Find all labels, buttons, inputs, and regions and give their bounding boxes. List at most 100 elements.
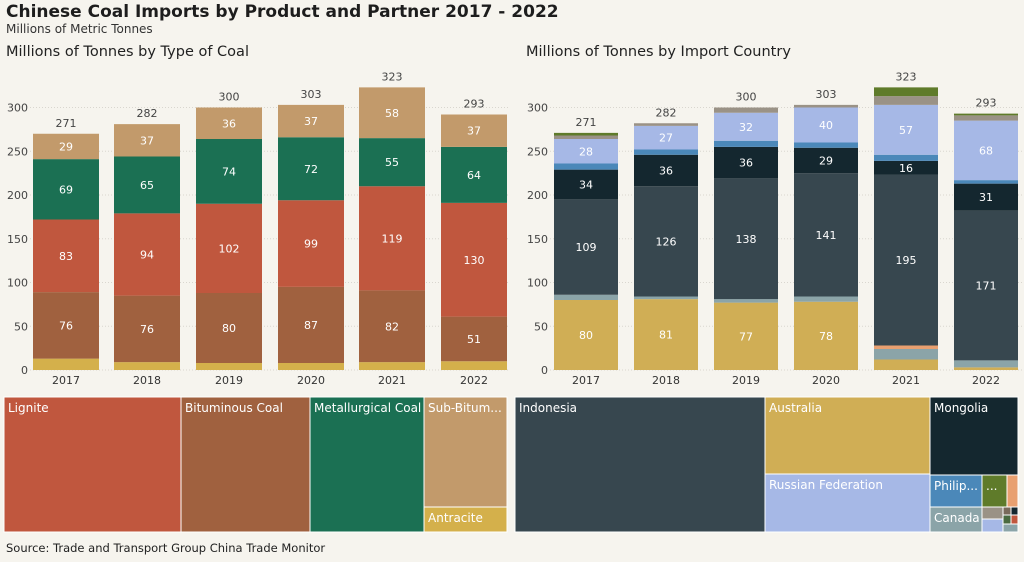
treemap-small-tile[interactable] [981,518,1004,533]
bar-segment-australia[interactable] [554,300,618,370]
bar-segment-mongolia[interactable] [634,154,698,187]
right-chart-title: Millions of Tonnes by Import Country [526,44,791,60]
bar-segment-antracite[interactable] [278,363,344,370]
bar-segment-metallurgical-coal[interactable] [196,139,262,204]
bar-segment-antracite[interactable] [196,363,262,370]
bar-segment-lignite[interactable] [114,213,180,296]
treemap-tile-philippines[interactable] [929,474,983,508]
bar-segment-lignite[interactable] [278,200,344,287]
bar-segment-other[interactable] [954,115,1018,121]
bar-segment-bituminous-coal[interactable] [33,292,99,359]
treemap-small-tile[interactable] [1002,523,1019,533]
bar-segment-indonesia[interactable] [714,178,778,300]
bar-segment-bituminous-coal[interactable] [196,293,262,363]
bar-segment-sub-bituminous[interactable] [278,104,344,138]
bar-segment-other[interactable] [874,345,938,350]
bar-segment-canada[interactable] [714,299,778,303]
left-chart-title: Millions of Tonnes by Type of Coal [6,44,249,60]
bar-segment-other[interactable] [554,135,618,140]
bar-segment-mongolia[interactable] [874,160,938,175]
bar-segment-sub-bituminous[interactable] [196,107,262,140]
y-tick-label: 200 [527,189,548,202]
bar-segment-antracite[interactable] [441,361,507,370]
bar-segment-metallurgical-coal[interactable] [33,159,99,220]
bar-segment-lignite[interactable] [441,202,507,317]
bar-segment-sub-bituminous[interactable] [441,114,507,147]
treemap-tile-australia[interactable] [764,396,931,475]
bar-segment-sub-bituminous[interactable] [359,87,425,139]
data-label: 76 [140,323,154,336]
bar-segment-mongolia[interactable] [954,183,1018,211]
bar-segment-other[interactable] [874,96,938,105]
bar-segment-canada[interactable] [554,294,618,300]
bar-segment-bituminous-coal[interactable] [114,295,180,363]
bar-segment-bituminous-coal[interactable] [359,290,425,363]
bar-segment-bituminous-coal[interactable] [441,316,507,362]
bar-segment-australia[interactable] [954,367,1018,370]
bar-segment-metallurgical-coal[interactable] [441,146,507,203]
bar-segment-canada[interactable] [874,349,938,360]
bar-segment-indonesia[interactable] [794,173,858,297]
bar-segment-lignite[interactable] [196,203,262,293]
bar-segment-philippines[interactable] [634,149,698,155]
bar-segment-antracite[interactable] [114,362,180,370]
bar-segment-antracite[interactable] [359,362,425,370]
bar-segment-philippines[interactable] [874,154,938,161]
bar-segment-other[interactable] [794,104,858,108]
treemap-small-tile[interactable] [1002,506,1012,516]
treemap-small-tile[interactable] [1002,514,1012,525]
bar-segment-philippines[interactable] [714,140,778,147]
treemap-tile-russian-federation[interactable] [764,473,931,533]
bar-segment-philippines[interactable] [954,180,1018,184]
treemap-tile-other[interactable] [981,474,1008,508]
bar-segment-bituminous-coal[interactable] [278,286,344,363]
treemap-tile-indonesia[interactable] [514,396,766,533]
bar-segment-metallurgical-coal[interactable] [278,137,344,201]
bar-segment-russian-federation[interactable] [714,112,778,141]
bar-segment-other[interactable] [874,87,938,97]
bar-segment-indonesia[interactable] [954,210,1018,361]
bar-segment-australia[interactable] [634,299,698,370]
bar-segment-canada[interactable] [634,296,698,300]
bar-segment-russian-federation[interactable] [794,107,858,143]
bar-segment-indonesia[interactable] [554,199,618,295]
bar-segment-australia[interactable] [874,359,938,371]
treemap-small-tile[interactable] [981,506,1004,520]
data-label: 81 [659,329,673,342]
bar-segment-indonesia[interactable] [874,174,938,346]
bar-segment-canada[interactable] [794,296,858,302]
bar-segment-australia[interactable] [794,301,858,370]
treemap-tile-lignite[interactable] [3,396,182,533]
bar-segment-mongolia[interactable] [554,169,618,200]
treemap-tile-metallurgical-coal[interactable] [309,396,425,533]
bar-segment-mongolia[interactable] [794,147,858,174]
bar-segment-other[interactable] [714,107,778,113]
bar-segment-other[interactable] [954,113,1018,116]
treemap-tile-canada[interactable] [929,506,983,533]
bar-segment-metallurgical-coal[interactable] [114,156,180,214]
bar-segment-mongolia[interactable] [714,146,778,179]
bar-segment-canada[interactable] [954,360,1018,368]
bar-segment-russian-federation[interactable] [954,120,1018,181]
bar-segment-lignite[interactable] [359,186,425,291]
treemap-small-tile[interactable] [1006,474,1019,508]
bar-segment-russian-federation[interactable] [554,139,618,164]
treemap-small-tile[interactable] [1010,506,1019,516]
treemap-small-tile[interactable] [1010,514,1019,525]
bar-segment-other[interactable] [554,132,618,136]
bar-segment-russian-federation[interactable] [634,125,698,150]
bar-segment-other[interactable] [634,123,698,126]
bar-segment-antracite[interactable] [33,358,99,370]
treemap-tile-mongolia[interactable] [929,396,1019,476]
bar-segment-indonesia[interactable] [634,186,698,297]
bar-segment-metallurgical-coal[interactable] [359,138,425,187]
bar-segment-russian-federation[interactable] [874,104,938,155]
bar-segment-sub-bituminous[interactable] [114,124,180,157]
bar-segment-sub-bituminous[interactable] [33,133,99,160]
bar-segment-philippines[interactable] [794,142,858,148]
bar-segment-philippines[interactable] [554,163,618,170]
treemap-tile-antracite[interactable] [423,506,508,533]
bar-segment-lignite[interactable] [33,219,99,293]
treemap-tile-bituminous-coal[interactable] [180,396,311,533]
bar-segment-australia[interactable] [714,302,778,370]
